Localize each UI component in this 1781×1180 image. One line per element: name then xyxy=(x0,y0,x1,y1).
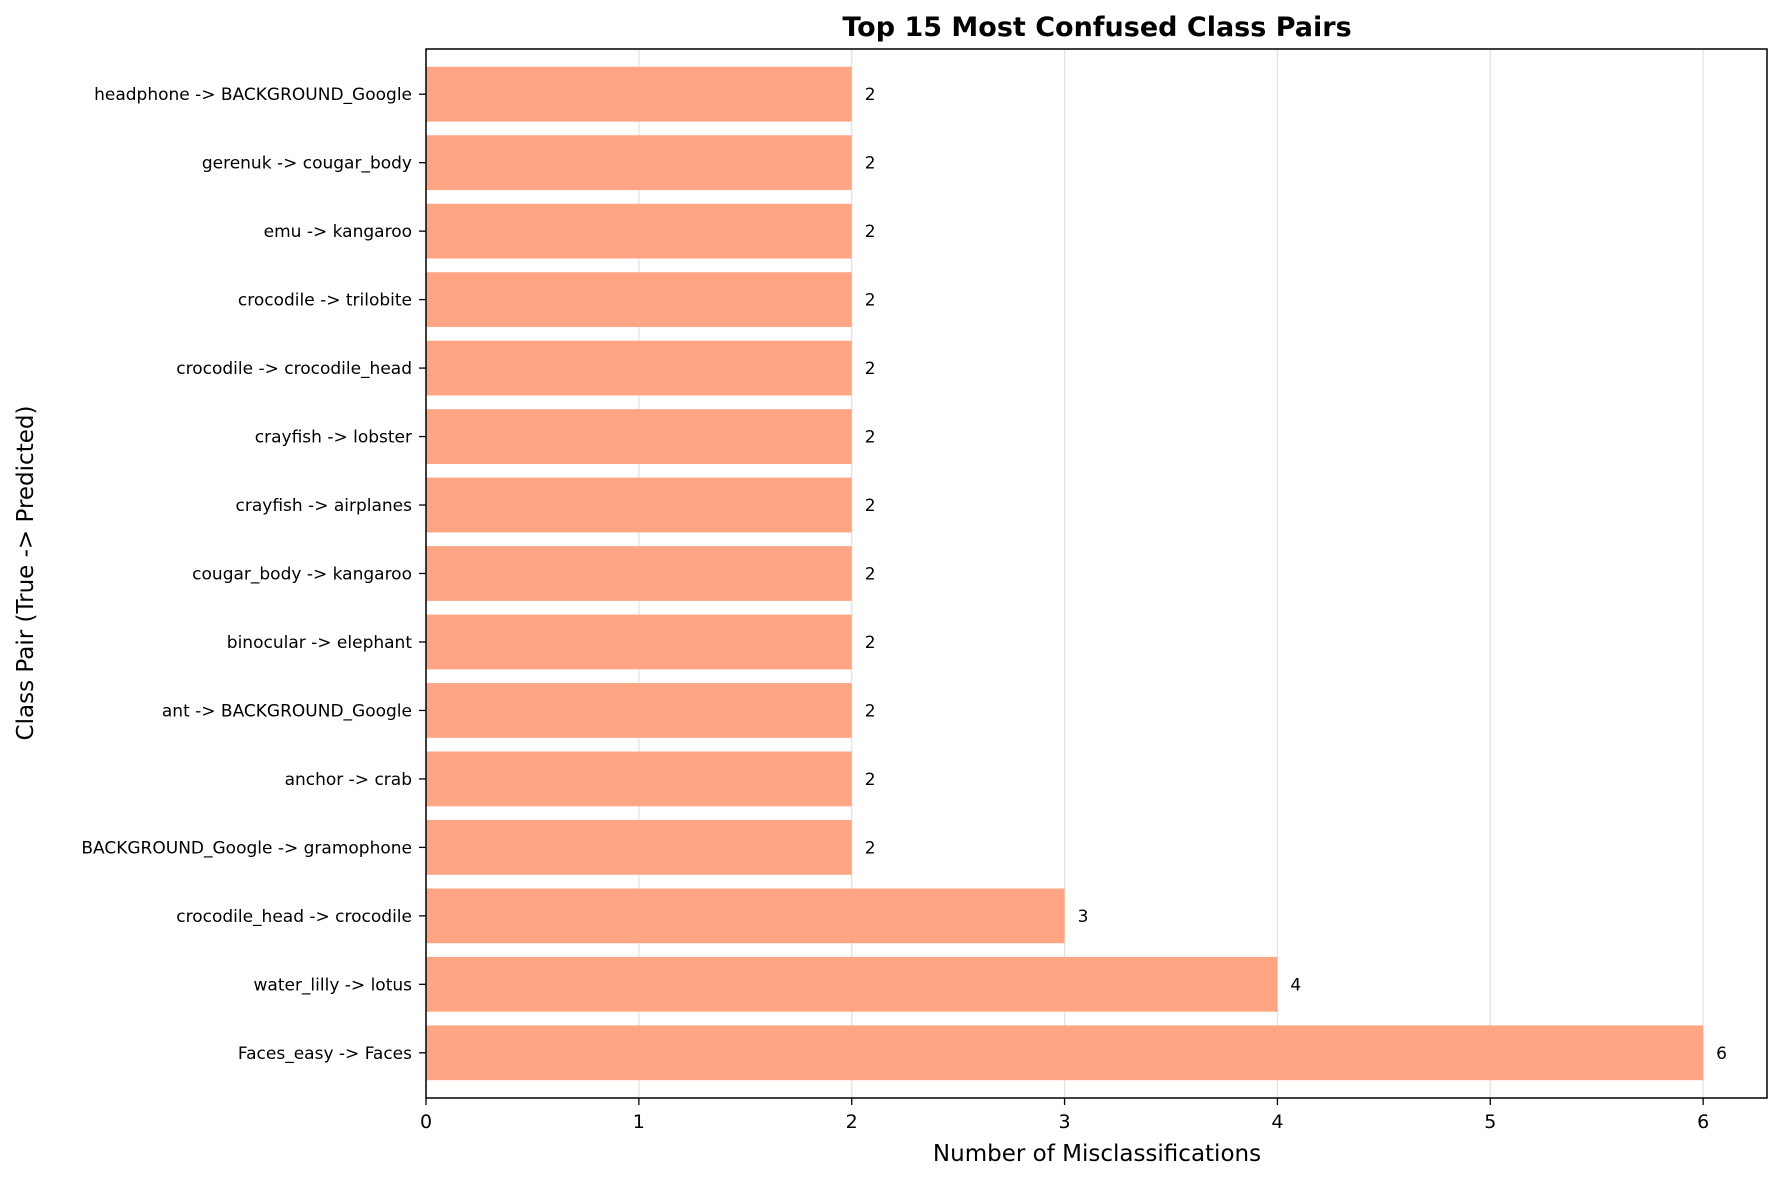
y-tick-label: headphone -> BACKGROUND_Google xyxy=(94,85,412,105)
x-tick-label: 1 xyxy=(633,1111,645,1133)
y-tick-label: binocular -> elephant xyxy=(227,633,413,653)
y-tick-label: emu -> kangaroo xyxy=(264,222,412,242)
y-tick-label: Faces_easy -> Faces xyxy=(238,1044,412,1064)
bar xyxy=(426,1025,1704,1081)
chart-title: Top 15 Most Confused Class Pairs xyxy=(842,12,1351,43)
bar-value-label: 4 xyxy=(1290,975,1301,995)
bar-value-label: 2 xyxy=(865,633,876,653)
bar xyxy=(426,751,852,807)
bar xyxy=(426,614,852,670)
bar xyxy=(426,409,852,464)
x-tick-label: 4 xyxy=(1271,1111,1283,1133)
bar xyxy=(426,477,852,533)
bar-value-label: 2 xyxy=(865,428,876,448)
x-axis-title: Number of Misclassifications xyxy=(933,1141,1261,1167)
bar-value-label: 2 xyxy=(865,838,876,858)
bars xyxy=(426,66,1704,1081)
bar-value-label: 2 xyxy=(865,291,876,311)
y-tick-label: anchor -> crab xyxy=(285,770,412,790)
bar-value-label: 2 xyxy=(865,85,876,105)
x-tick-label: 0 xyxy=(420,1111,432,1133)
bar xyxy=(426,340,852,396)
bar xyxy=(426,546,852,601)
bar xyxy=(426,888,1065,944)
y-tick-label: crocodile -> trilobite xyxy=(238,291,412,311)
bar-value-label: 2 xyxy=(865,701,876,721)
y-tick-label: crocodile_head -> crocodile xyxy=(176,907,412,927)
y-tick-labels: Faces_easy -> Faces water_lilly -> lotus c… xyxy=(81,85,426,1064)
y-tick-label: ant -> BACKGROUND_Google xyxy=(162,701,412,721)
bar-value-label: 6 xyxy=(1716,1044,1727,1064)
x-tick-labels: 0 1 2 3 4 5 6 xyxy=(420,1098,1709,1133)
y-tick-label: cougar_body -> kangaroo xyxy=(192,565,412,585)
bar xyxy=(426,66,852,122)
x-tick-label: 2 xyxy=(846,1111,858,1133)
x-tick-label: 3 xyxy=(1059,1111,1071,1133)
y-tick-label: crayfish -> airplanes xyxy=(236,496,413,516)
x-tick-label: 5 xyxy=(1484,1111,1496,1133)
bar xyxy=(426,820,852,875)
bar-value-label: 3 xyxy=(1078,907,1089,927)
y-tick-label: crocodile -> crocodile_head xyxy=(176,359,412,379)
bar-value-label: 2 xyxy=(865,770,876,790)
bar xyxy=(426,203,852,259)
bar xyxy=(426,956,1278,1012)
y-axis-title: Class Pair (True -> Predicted) xyxy=(13,406,39,741)
data-labels: 6 4 3 2 2 2 2 2 2 2 2 2 2 2 2 xyxy=(865,85,1727,1064)
y-tick-label: gerenuk -> cougar_body xyxy=(202,154,412,174)
plot-frame xyxy=(425,48,1768,1099)
x-tick-label: 6 xyxy=(1697,1111,1709,1133)
bar-value-label: 2 xyxy=(865,359,876,379)
bar-value-label: 2 xyxy=(865,154,876,174)
y-tick-label: BACKGROUND_Google -> gramophone xyxy=(81,838,412,858)
y-tick-label: water_lilly -> lotus xyxy=(254,975,413,995)
bar xyxy=(426,272,852,327)
bar xyxy=(426,135,852,191)
bar-value-label: 2 xyxy=(865,565,876,585)
bar-value-label: 2 xyxy=(865,222,876,242)
y-tick-label: crayfish -> lobster xyxy=(255,428,412,448)
bar-value-label: 2 xyxy=(865,496,876,516)
bar xyxy=(426,683,852,738)
